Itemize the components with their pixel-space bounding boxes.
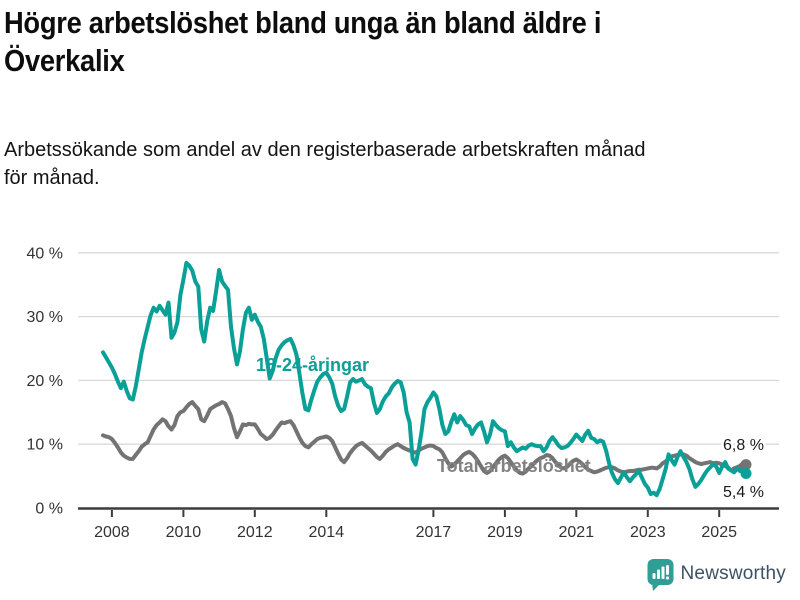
- x-tick-label: 2021: [559, 524, 595, 541]
- y-tick-label: 30 %: [27, 309, 63, 326]
- x-tick-label: 2019: [487, 524, 523, 541]
- end-value-label-youth: 5,4 %: [723, 484, 764, 501]
- y-tick-label: 0 %: [35, 501, 63, 518]
- end-value-label-total: 6,8 %: [723, 437, 764, 454]
- page-subtitle-line1: Arbetssökande som andel av den registerb…: [4, 139, 646, 161]
- tick-labels: 2008 2010 2012 2014 2017 2019 2021 2023 2025 0 % 1…: [27, 245, 738, 541]
- x-tick-label: 2010: [166, 524, 202, 541]
- series-label-total: Total arbetslöshet: [437, 456, 591, 476]
- y-tick-label: 40 %: [27, 245, 63, 262]
- page-title-line2: Överkalix: [4, 43, 125, 78]
- x-axis: [78, 507, 779, 517]
- brand-logo: Newsworthy: [647, 556, 786, 592]
- x-tick-label: 2012: [237, 524, 273, 541]
- page-subtitle-line2: för månad.: [4, 167, 100, 189]
- series-label-youth: 18-24-åringar: [256, 355, 369, 375]
- series-lines: [101, 261, 752, 498]
- series-line-youth: [101, 261, 748, 498]
- x-tick-label: 2025: [701, 524, 737, 541]
- page-title-line1: Högre arbetslöshet bland unga än bland ä…: [4, 5, 602, 40]
- brand-name: Newsworthy: [680, 563, 786, 584]
- series-end-dot-total: [740, 459, 752, 471]
- page-title: Högre arbetslöshet bland unga än bland ä…: [4, 4, 800, 80]
- x-tick-label: 2017: [416, 524, 452, 541]
- y-tick-label: 20 %: [27, 373, 63, 390]
- newsworthy-icon: [647, 559, 674, 591]
- series-end-dot-youth: [740, 468, 752, 479]
- page-subtitle: Arbetssökande som andel av den registerb…: [4, 136, 784, 192]
- x-tick-label: 2023: [630, 524, 666, 541]
- y-tick-label: 10 %: [27, 437, 63, 454]
- x-tick-label: 2008: [94, 524, 130, 541]
- x-tick-label: 2014: [309, 524, 345, 541]
